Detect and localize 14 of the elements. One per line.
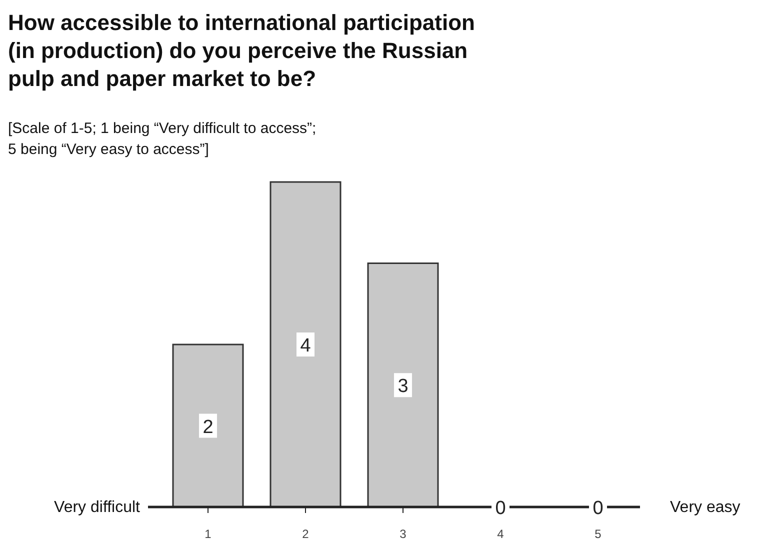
text: Very difficult <box>54 499 141 516</box>
x-tick-label: 3 <box>400 527 407 541</box>
x-tick-label: 5 <box>594 527 602 541</box>
data-label: 2 <box>202 416 214 438</box>
data-label: 0 <box>592 498 604 519</box>
chart-title: How accessible to international participation (in production) do you perceive the Russian pulp and paper market to be? <box>8 10 475 91</box>
data-label: 4 <box>300 336 312 356</box>
text: Very easy <box>670 499 740 516</box>
x-tick-label: 4 <box>497 527 504 541</box>
data-label: 0 <box>495 498 506 519</box>
x-tick-label: 2 <box>302 527 310 541</box>
chart-subtitle: [Scale of 1-5; 1 being “Very difficult to access”; 5 being “Very easy to access”] <box>8 120 316 158</box>
x-tick-label: 1 <box>204 527 212 541</box>
data-label: 3 <box>398 376 408 398</box>
